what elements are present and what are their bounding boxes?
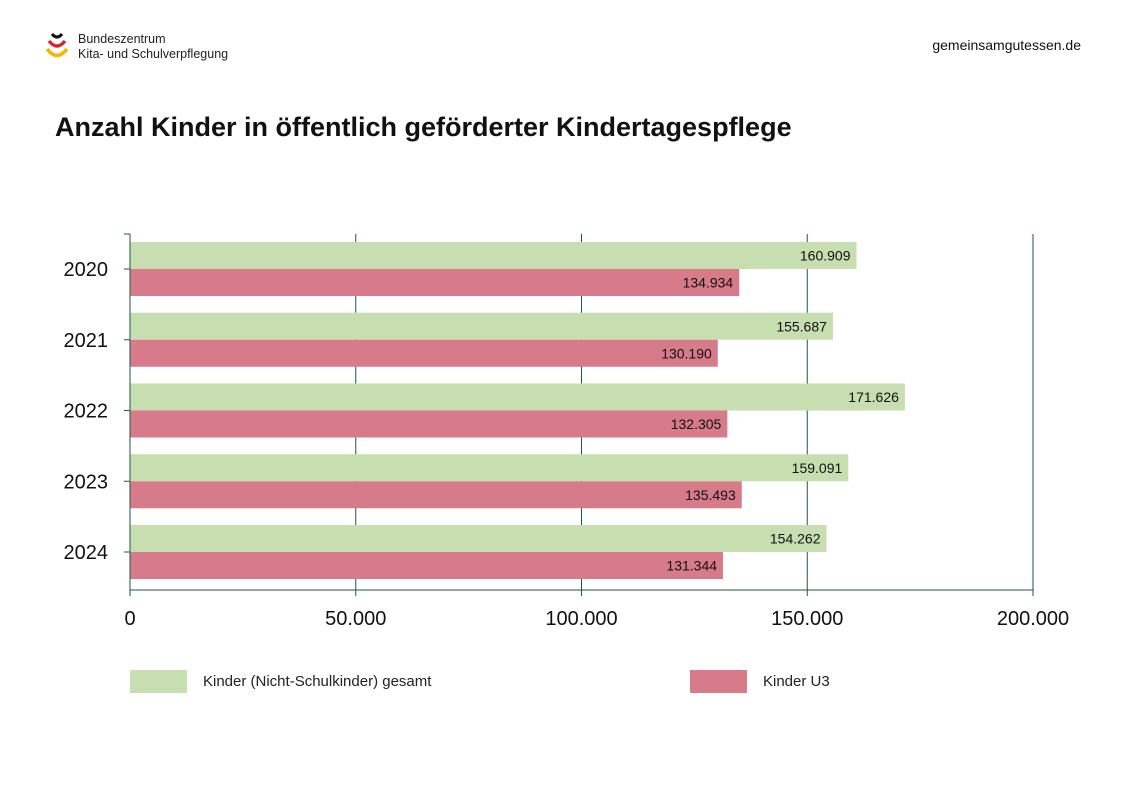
data-label: 155.687 [776, 318, 827, 334]
x-tick-label: 50.000 [325, 608, 386, 630]
bar-u3-2021 [130, 339, 718, 367]
data-label: 171.626 [848, 389, 899, 405]
x-tick-label: 150.000 [771, 608, 843, 630]
bar-u3-2022 [130, 410, 728, 438]
data-label: 154.262 [770, 531, 821, 547]
legend-item-u3: Kinder U3 [690, 670, 830, 693]
legend-swatch-u3 [690, 670, 747, 693]
logo-icon [46, 32, 68, 58]
y-tick-label: 2020 [64, 259, 109, 281]
y-tick-label: 2022 [64, 401, 109, 423]
legend-swatch-total [130, 670, 187, 693]
bar-total-2024 [130, 525, 827, 552]
legend-item-total: Kinder (Nicht-Schulkinder) gesamt [130, 670, 431, 693]
bar-total-2022 [130, 383, 905, 411]
bar-total-2020 [130, 242, 857, 269]
logo-line-1: Bundeszentrum [78, 32, 166, 46]
x-tick-label: 200.000 [997, 608, 1069, 630]
logo-line-2: Kita- und Schulverpflegung [78, 47, 229, 61]
data-label: 160.909 [800, 248, 851, 264]
chart-title: Anzahl Kinder in öffentlich geförderter … [55, 112, 792, 142]
y-tick-label: 2021 [64, 330, 109, 352]
data-label: 132.305 [671, 416, 722, 432]
x-tick-label: 0 [124, 608, 135, 630]
data-label: 130.190 [661, 345, 712, 361]
y-tick-label: 2023 [64, 471, 109, 493]
logo: Bundeszentrum Kita- und Schulverpflegung [46, 32, 228, 62]
data-label: 134.934 [683, 275, 734, 291]
data-label: 135.493 [685, 487, 736, 503]
x-tick-label: 100.000 [545, 608, 617, 630]
data-label: 159.091 [792, 460, 843, 476]
bar-total-2023 [130, 454, 849, 482]
site-url[interactable]: gemeinsamgutessen.de [932, 37, 1081, 53]
bar-u3-2024 [130, 552, 724, 579]
legend-label-total: Kinder (Nicht-Schulkinder) gesamt [203, 673, 432, 690]
bar-u3-2020 [130, 269, 740, 296]
bar-u3-2023 [130, 481, 742, 509]
y-tick-label: 2024 [64, 542, 109, 564]
data-label: 131.344 [666, 558, 717, 574]
bar-total-2021 [130, 312, 833, 340]
legend-label-u3: Kinder U3 [763, 673, 830, 690]
